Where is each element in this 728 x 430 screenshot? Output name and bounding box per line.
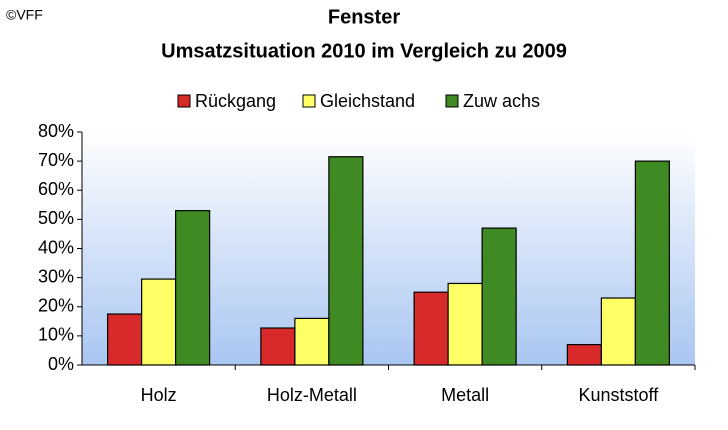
bar xyxy=(447,282,483,366)
x-tick-label: Kunststoff xyxy=(579,385,660,405)
legend-swatch xyxy=(445,94,459,108)
bar xyxy=(141,278,177,366)
legend-label: Zuw achs xyxy=(463,91,540,111)
y-tick-label: 70% xyxy=(38,150,74,170)
y-tick-label: 40% xyxy=(38,237,74,257)
bar xyxy=(481,227,517,366)
y-tick-label: 20% xyxy=(38,296,74,316)
y-tick-label: 60% xyxy=(38,179,74,199)
copyright: ©VFF xyxy=(6,7,43,23)
chart-subtitle: Umsatzsituation 2010 im Vergleich zu 200… xyxy=(161,40,567,62)
legend-label: Rückgang xyxy=(195,91,276,111)
x-tick-label: Holz xyxy=(141,385,177,405)
bar xyxy=(566,344,602,366)
y-tick-label: 0% xyxy=(48,354,74,374)
bar xyxy=(413,291,449,366)
chart-title: Fenster xyxy=(328,6,400,28)
legend-label: Gleichstand xyxy=(320,91,415,111)
bar xyxy=(634,160,670,366)
bar xyxy=(294,317,330,366)
bar xyxy=(107,313,143,366)
y-tick-label: 10% xyxy=(38,325,74,345)
legend-swatch xyxy=(302,94,316,108)
y-tick-label: 80% xyxy=(38,121,74,141)
x-tick-label: Holz-Metall xyxy=(267,385,357,405)
bar xyxy=(328,156,364,366)
legend-swatch xyxy=(177,94,191,108)
y-tick-label: 50% xyxy=(38,208,74,228)
y-tick-label: 30% xyxy=(38,266,74,286)
bar xyxy=(175,210,211,366)
bar xyxy=(260,327,296,366)
x-tick-label: Metall xyxy=(441,385,489,405)
bar xyxy=(600,297,636,366)
